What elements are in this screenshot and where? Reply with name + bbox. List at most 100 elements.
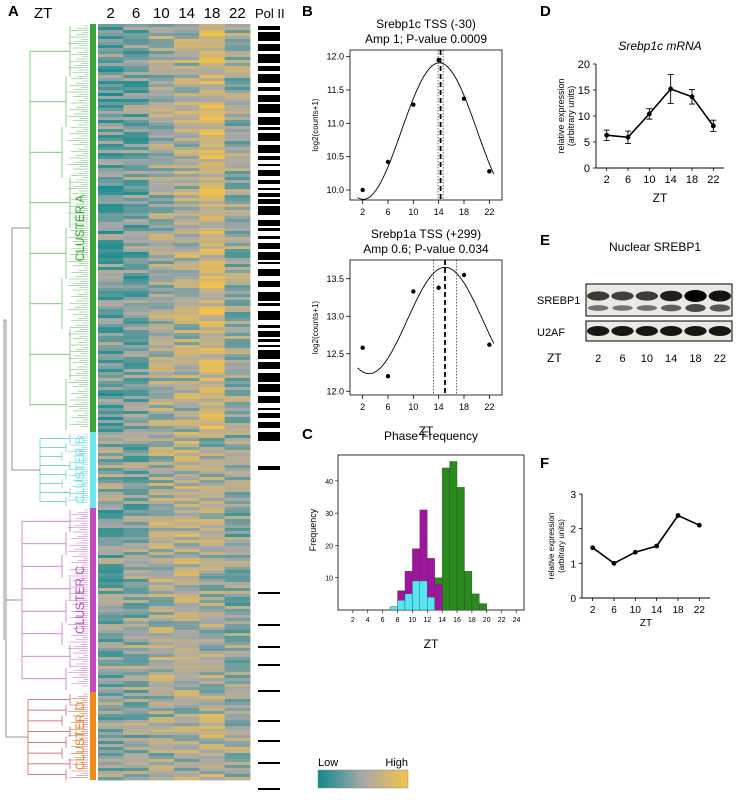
heatmap-cell — [174, 360, 200, 364]
heatmap-cell — [199, 219, 226, 223]
heatmap-cell — [224, 198, 251, 202]
heatmap-cell — [148, 579, 175, 583]
heatmap-cell — [98, 498, 124, 502]
heatmap-cell — [224, 96, 251, 100]
heatmap-cell — [199, 213, 226, 217]
heatmap-cell — [174, 147, 200, 151]
heatmap-cell — [123, 501, 150, 505]
data-point — [646, 111, 652, 117]
heatmap-cell — [199, 462, 226, 466]
heatmap-cell — [98, 363, 124, 367]
heatmap-cell — [174, 633, 200, 637]
heatmap-cell — [98, 666, 124, 670]
blot-row-label: U2AF — [537, 327, 565, 339]
polii-mark — [258, 133, 280, 141]
heatmap-cell — [123, 522, 150, 526]
heatmap-cell — [123, 345, 150, 349]
heatmap-cell — [199, 255, 226, 259]
heatmap-cell — [174, 138, 200, 142]
heatmap-cell — [148, 114, 175, 118]
polii-label: Pol II — [255, 6, 285, 21]
heatmap-cell — [224, 669, 251, 673]
heatmap-cell — [98, 186, 124, 190]
heatmap-cell — [148, 675, 175, 679]
heatmap-cell — [174, 594, 200, 598]
heatmap-cell — [199, 75, 226, 79]
heatmap-cell — [98, 441, 124, 445]
dendrogram-branches — [27, 694, 71, 780]
heatmap-cell — [199, 615, 226, 619]
heatmap-cell — [224, 288, 251, 292]
data-point — [360, 187, 365, 193]
heatmap-cell — [199, 699, 226, 703]
heatmap-cell — [148, 600, 175, 604]
heatmap-cell — [98, 48, 124, 52]
heatmap-cell — [224, 225, 251, 229]
heatmap-cell — [174, 558, 200, 562]
y-tick-label: 13.0 — [326, 311, 344, 321]
heatmap-cell — [123, 381, 150, 385]
dendrogram-branches — [21, 510, 71, 690]
heatmap-cell — [123, 444, 150, 448]
heatmap-cell — [123, 387, 150, 391]
heatmap-cell — [123, 456, 150, 460]
heatmap-cell — [174, 441, 200, 445]
heatmap-cell — [224, 246, 251, 250]
heatmap-cell — [123, 660, 150, 664]
polii-mark — [258, 32, 280, 41]
heatmap-cell — [174, 153, 200, 157]
heatmap-cell — [199, 510, 226, 514]
heatmap-cell — [224, 114, 251, 118]
heatmap-cell — [174, 270, 200, 274]
heatmap-cell — [224, 459, 251, 463]
heatmap-cell — [224, 603, 251, 607]
heatmap-cell — [123, 306, 150, 310]
heatmap-cell — [98, 525, 124, 529]
heatmap-cell — [123, 453, 150, 457]
heatmap-cell — [224, 51, 251, 55]
heatmap-cell — [174, 582, 200, 586]
heatmap-cell — [224, 276, 251, 280]
heatmap-cell — [224, 660, 251, 664]
heatmap-cell — [224, 60, 251, 64]
histogram-bar — [412, 580, 420, 611]
heatmap-cell — [148, 720, 175, 724]
heatmap-cell — [148, 72, 175, 76]
heatmap-cell — [98, 153, 124, 157]
heatmap-cell — [148, 678, 175, 682]
heatmap-cell — [98, 672, 124, 676]
heatmap-cell — [199, 672, 226, 676]
heatmap-cell — [148, 408, 175, 412]
heatmap-cell — [148, 393, 175, 397]
polii-mark — [258, 325, 280, 328]
heatmap-cell — [148, 78, 175, 82]
heatmap-cell — [224, 483, 251, 487]
heatmap-cell — [98, 264, 124, 268]
heatmap-cell — [98, 84, 124, 88]
heatmap-cell — [174, 387, 200, 391]
heatmap-cell — [148, 465, 175, 469]
heatmap-cell — [98, 648, 124, 652]
heatmap-cell — [224, 363, 251, 367]
heatmap-cell — [224, 294, 251, 298]
heatmap-cell — [174, 378, 200, 382]
heatmap-cell — [199, 663, 226, 667]
heatmap-cell — [199, 366, 226, 370]
heatmap-cell — [224, 183, 251, 187]
heatmap-cell — [123, 54, 150, 58]
histogram-bar — [404, 593, 413, 611]
heatmap-cell — [174, 555, 200, 559]
polii-mark — [258, 690, 280, 692]
heatmap-cell — [199, 678, 226, 682]
heatmap-cell — [148, 93, 175, 97]
heatmap-cell — [98, 639, 124, 643]
heatmap-cell — [148, 444, 175, 448]
heatmap-cell — [123, 168, 150, 172]
heatmap-cell — [199, 66, 226, 70]
heatmap-cell — [224, 477, 251, 481]
heatmap-cell — [174, 369, 200, 373]
heatmap-cell — [123, 207, 150, 211]
heatmap-cell — [123, 402, 150, 406]
heatmap-cell — [123, 180, 150, 184]
heatmap-cell — [199, 336, 226, 340]
